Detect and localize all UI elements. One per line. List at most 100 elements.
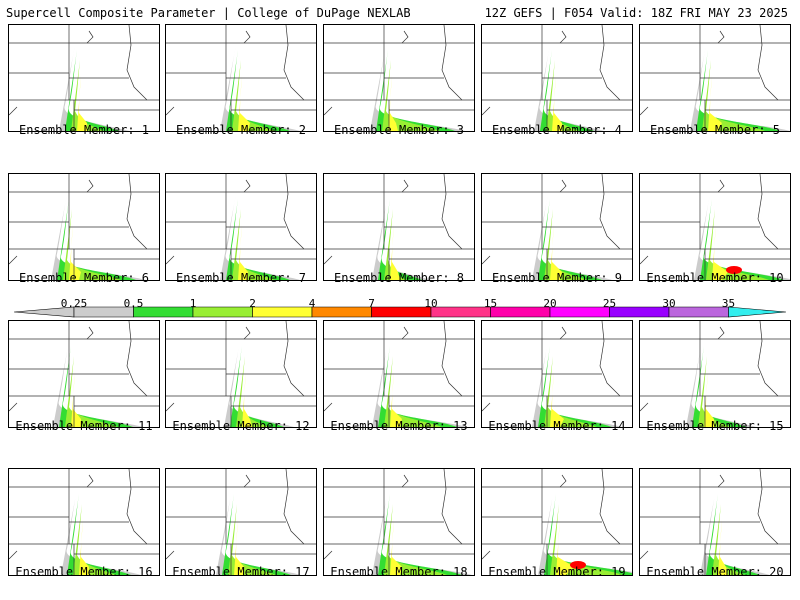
state-border (166, 106, 175, 116)
colorbar-tick-label: 4 (308, 297, 316, 310)
map-plot (482, 321, 632, 427)
state-border (599, 321, 621, 397)
state-border (243, 474, 251, 488)
map-plot (640, 321, 790, 427)
scp-contour-green (692, 346, 746, 427)
scp-contour-gray (59, 45, 129, 131)
state-border (640, 550, 649, 560)
scp-contour-yel (69, 224, 81, 280)
colorbar-tick-label: 0.25 (60, 297, 88, 310)
ensemble-member-caption: Ensemble Member: 18 (330, 565, 468, 579)
scp-contour-yel (390, 371, 402, 427)
scp-contour-lime (232, 60, 275, 131)
scp-contour-yel (390, 224, 400, 280)
chart-title: Supercell Composite Parameter | College … (6, 6, 411, 20)
map-plot (640, 174, 790, 280)
colorbar-segment (609, 306, 670, 318)
state-border (717, 30, 725, 44)
scp-contour-lime (71, 60, 104, 131)
state-border (166, 255, 175, 265)
scp-contour-lime (698, 356, 731, 427)
ensemble-member-map (8, 320, 160, 428)
scp-contour-yel (550, 224, 562, 280)
ensemble-member-map (481, 173, 633, 281)
ensemble-member-map (8, 24, 160, 132)
ensemble-member-map (481, 24, 633, 132)
state-border (324, 255, 333, 265)
state-border (559, 30, 567, 44)
ensemble-member-map (323, 24, 475, 132)
scp-contour-green (226, 199, 290, 280)
colorbar (13, 306, 787, 318)
map-plot (166, 174, 316, 280)
colorbar-tick-label: 7 (368, 297, 375, 310)
scp-contour-lime (544, 209, 587, 280)
colorbar-segment (430, 306, 491, 318)
colorbar-tick-label: 10 (424, 297, 438, 310)
scp-contour-lime (384, 356, 442, 427)
state-border (9, 550, 18, 560)
state-border (283, 469, 305, 545)
scp-contour-lime (546, 60, 579, 131)
scp-contour-gray (534, 45, 604, 131)
scp-contour-yel (718, 519, 728, 575)
map-plot (166, 469, 316, 575)
scp-contour-lime (384, 504, 447, 575)
scp-contour-yel (238, 75, 250, 131)
scp-contour-lime (702, 60, 765, 131)
state-border (401, 474, 409, 488)
scp-contour-yel (708, 75, 722, 131)
state-border (243, 326, 251, 340)
valid-time: 12Z GEFS | F054 Valid: 18Z FRI MAY 23 20… (484, 6, 788, 20)
state-border (9, 255, 18, 265)
state-border (482, 402, 491, 412)
map-plot (166, 25, 316, 131)
state-border (283, 321, 305, 397)
scp-contour-green (226, 50, 290, 131)
map-plot (9, 25, 159, 131)
state-border (640, 106, 649, 116)
scp-contour-lime (712, 504, 745, 575)
map-plot (482, 25, 632, 131)
scp-contour-yel (390, 519, 402, 575)
colorbar-segment (549, 306, 610, 318)
state-border (283, 174, 305, 250)
ensemble-member-caption: Ensemble Member: 10 (646, 271, 784, 285)
state-border (126, 174, 148, 250)
state-border (86, 326, 94, 340)
map-plot (482, 469, 632, 575)
scp-contour-yel (242, 371, 252, 427)
map-plot (9, 174, 159, 280)
ensemble-member-map (639, 24, 791, 132)
ensemble-member-caption: Ensemble Member: 19 (488, 565, 626, 579)
state-border (441, 321, 463, 397)
state-border (86, 30, 94, 44)
ensemble-member-caption: Ensemble Member: 2 (175, 123, 307, 137)
ensemble-member-map (165, 24, 317, 132)
scp-contour-yel (552, 75, 562, 131)
scp-contour-high (726, 266, 742, 274)
ensemble-member-caption: Ensemble Member: 14 (488, 419, 626, 433)
map-plot (324, 174, 474, 280)
state-border (441, 174, 463, 250)
state-border (401, 179, 409, 193)
colorbar-segment (192, 306, 253, 318)
ensemble-member-caption: Ensemble Member: 15 (646, 419, 784, 433)
colorbar-segment (490, 306, 551, 318)
scp-contour-gray (372, 194, 432, 280)
ensemble-member-caption: Ensemble Member: 1 (18, 123, 150, 137)
scp-contour-yel (71, 371, 81, 427)
state-border (482, 550, 491, 560)
scp-contour-lime (236, 356, 269, 427)
ensemble-member-caption: Ensemble Member: 13 (330, 419, 468, 433)
scp-contour-high (570, 561, 586, 569)
map-plot (166, 321, 316, 427)
map-plot (324, 25, 474, 131)
scp-contour-yel (77, 75, 87, 131)
colorbar-tick-label: 35 (721, 297, 736, 310)
colorbar-tick-label: 30 (662, 297, 676, 310)
map-plot (482, 174, 632, 280)
state-border (640, 402, 649, 412)
map-plot (324, 469, 474, 575)
colorbar-tick-label: 0.5 (123, 297, 144, 310)
